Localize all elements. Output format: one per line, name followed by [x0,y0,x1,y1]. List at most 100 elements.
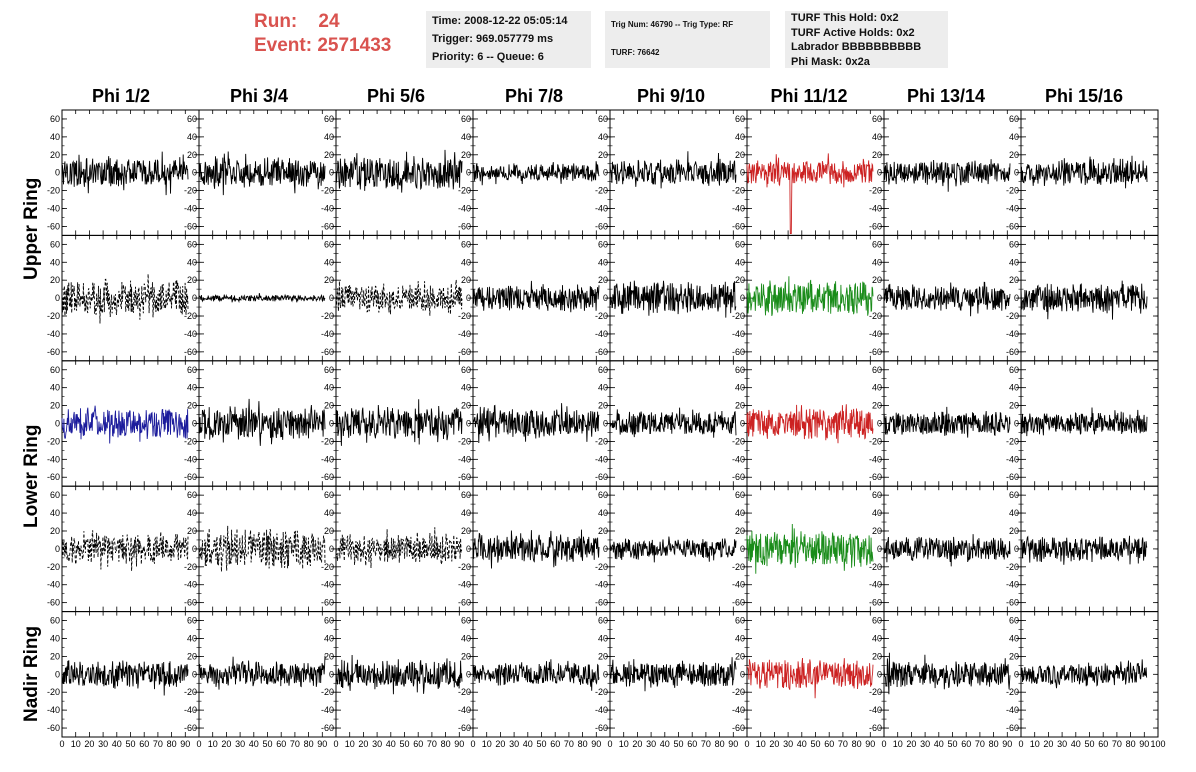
waveform-trace [472,280,600,313]
y-tick-label: -20 [732,436,745,446]
y-tick-label: 0 [1014,669,1019,679]
panel-upper-ring-b-phi-5-6: -60 -40 -20 0 20 40 60 [321,234,474,362]
y-tick-label: 20 [1009,401,1019,411]
x-tick-label: 0 [744,739,749,749]
waveform-trace [1020,535,1148,565]
x-tick-label: 90 [180,739,190,749]
y-tick-label: -20 [321,562,334,572]
x-tick-label: 0 [59,739,64,749]
x-tick-label: 90 [591,739,601,749]
y-tick-label: -60 [732,598,745,608]
y-tick-label: -40 [47,580,60,590]
y-tick-label: 0 [877,293,882,303]
x-tick-label: 0 [1018,739,1023,749]
y-tick-label: -40 [184,580,197,590]
x-tick-label: 0 [470,739,475,749]
y-tick-label: -60 [184,221,197,231]
panel-upper-ring-b-phi-1-2: -60 -40 -20 0 20 40 60 [47,234,200,362]
y-tick-label: 40 [324,257,334,267]
y-tick-label: 20 [598,526,608,536]
y-tick-label: 60 [735,616,745,626]
y-tick-label: 0 [1014,168,1019,178]
x-tick-label: 20 [84,739,94,749]
y-tick-label: 40 [1009,508,1019,518]
y-tick-label: 40 [598,257,608,267]
y-tick-label: 20 [1009,275,1019,285]
waveform-trace [1020,659,1148,689]
panel-upper-ring-a-phi-11-12: -60 -40 -20 0 20 40 60 [732,109,885,236]
y-tick-label: 0 [1014,544,1019,554]
y-tick-label: 60 [598,239,608,249]
y-tick-label: 20 [735,150,745,160]
x-tick-label: 30 [1057,739,1067,749]
y-tick-label: 60 [461,114,471,124]
y-tick-label: 60 [872,616,882,626]
y-tick-label: 0 [603,544,608,554]
turf-info-box: TURF This Hold: 0x2 TURF Active Holds: 0… [785,11,948,68]
y-tick-label: 60 [187,490,197,500]
y-tick-label: 0 [55,669,60,679]
y-tick-label: -60 [184,347,197,357]
y-tick-label: -40 [732,329,745,339]
y-tick-label: -40 [458,580,471,590]
waveform-trace [335,279,463,316]
y-tick-label: -60 [47,723,60,733]
y-tick-label: 20 [187,150,197,160]
y-tick-label: 60 [735,239,745,249]
y-tick-label: 40 [872,383,882,393]
y-tick-label: 20 [735,401,745,411]
y-tick-label: -60 [732,221,745,231]
y-tick-label: -40 [732,204,745,214]
y-tick-label: -40 [184,204,197,214]
y-tick-label: 40 [50,633,60,643]
y-tick-label: 20 [1009,526,1019,536]
y-tick-label: 60 [598,490,608,500]
x-tick-label: 80 [852,739,862,749]
waveform-trace [198,525,326,572]
y-tick-label: 0 [877,419,882,429]
y-tick-label: -60 [184,598,197,608]
waveform-trace [746,523,874,574]
trigger-info-box: Trig Num: 46790 -- Trig Type: RF TURF: 7… [605,11,770,68]
y-tick-label: -60 [595,347,608,357]
y-tick-label: -20 [1006,436,1019,446]
y-tick-label: 0 [329,419,334,429]
panel-frame [746,109,885,236]
y-tick-label: 0 [329,669,334,679]
y-tick-label: -60 [458,472,471,482]
x-tick-label: 40 [386,739,396,749]
y-tick-label: 0 [329,544,334,554]
y-tick-label: -60 [869,347,882,357]
y-tick-label: -40 [321,204,334,214]
y-tick-label: 60 [1009,616,1019,626]
y-tick-label: 20 [735,275,745,285]
y-tick-label: 40 [1009,132,1019,142]
panel-nadir-ring-phi-11-12: -60 -40 -20 0 20 40 60 [732,611,885,738]
y-tick-label: -20 [595,186,608,196]
y-tick-label: 0 [55,293,60,303]
y-tick-label: -60 [321,598,334,608]
panel-nadir-ring-phi-15-16: -60 -40 -20 0 20 40 60 [1006,611,1159,738]
y-tick-label: -60 [1006,347,1019,357]
x-tick-label: 60 [413,739,423,749]
waveform-trace [61,405,189,444]
y-tick-label: 60 [735,365,745,375]
y-tick-label: 20 [461,401,471,411]
y-tick-label: 60 [50,490,60,500]
y-tick-label: 0 [192,544,197,554]
y-tick-label: 40 [872,508,882,518]
y-tick-label: 20 [1009,150,1019,160]
y-tick-label: -20 [869,186,882,196]
y-tick-label: 40 [50,257,60,267]
x-tick-label: 80 [167,739,177,749]
y-tick-label: 60 [872,365,882,375]
y-tick-label: 0 [466,168,471,178]
x-tick-label: 10 [345,739,355,749]
y-tick-label: -40 [321,329,334,339]
y-tick-label: -40 [1006,705,1019,715]
y-tick-label: -40 [595,329,608,339]
waveform-trace [335,149,463,193]
waveform-trace [61,530,189,572]
y-tick-label: 20 [598,150,608,160]
waveform-trace [335,654,463,695]
